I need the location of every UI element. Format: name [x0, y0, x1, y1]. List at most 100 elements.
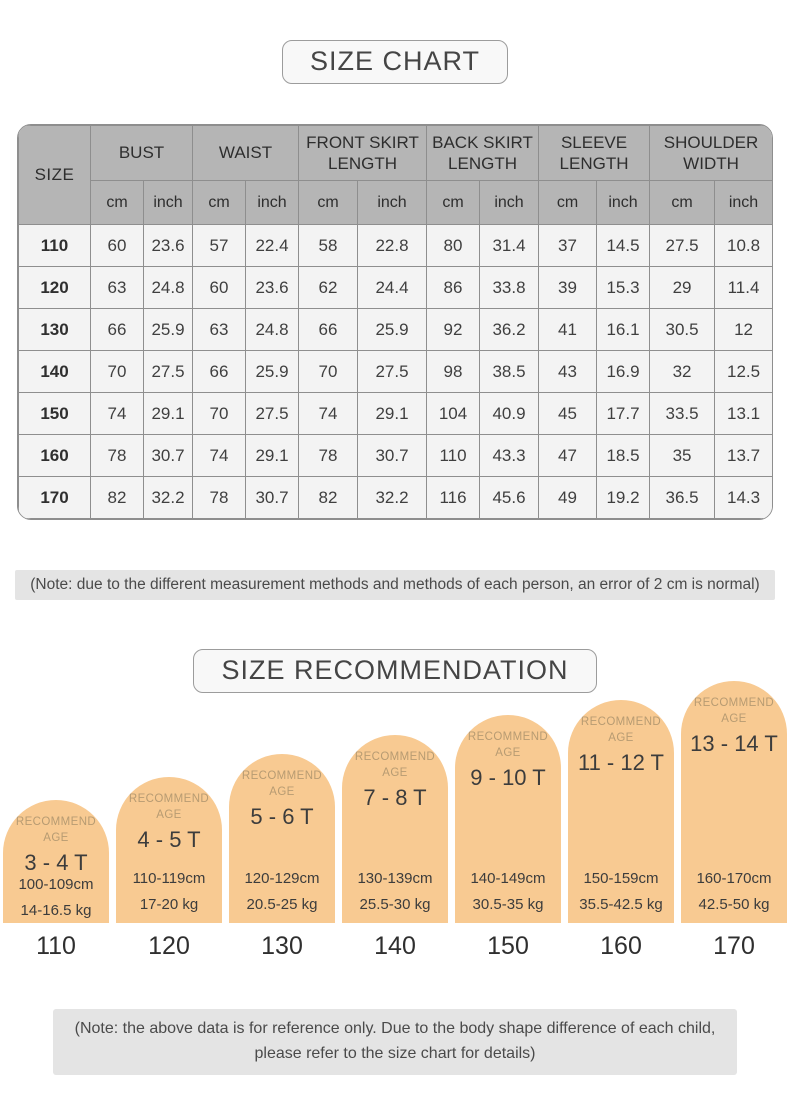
unit-header: inch	[143, 180, 193, 225]
size-recommendation-header: SIZE RECOMMENDATION	[0, 600, 790, 693]
age-range: 13 - 14 T	[690, 731, 778, 757]
row-size-cell: 170	[18, 476, 91, 519]
measurement-cell: 32.2	[357, 476, 428, 519]
measurement-cell: 17.7	[596, 392, 651, 435]
measurement-cell: 13.1	[714, 392, 772, 435]
size-recommendation-title: SIZE RECOMMENDATION	[193, 649, 597, 693]
measurement-cell: 45.6	[479, 476, 540, 519]
measurement-cell: 22.8	[357, 224, 428, 267]
measurement-cell: 74	[298, 392, 359, 435]
table-row: 110 60 23.6 57 22.4 58 22.8 80 31.4 37 14.5 27.5 10.…	[18, 224, 772, 267]
arch-column: RECOMMEND AGE 13 - 14 T 160-170cm 42.5-50 k…	[681, 681, 787, 962]
measurement-cell: 98	[426, 350, 481, 393]
size-arch: RECOMMEND AGE 11 - 12 T 150-159cm 35.5-42.5…	[568, 700, 674, 923]
measurement-cell: 36.2	[479, 308, 540, 351]
measurement-cell: 70	[298, 350, 359, 393]
recommend-age-label: RECOMMEND AGE	[693, 697, 775, 726]
measurement-cell: 82	[298, 476, 359, 519]
measurement-cell: 38.5	[479, 350, 540, 393]
arch-column: RECOMMEND AGE 9 - 10 T 140-149cm 30.5-35 kg…	[455, 715, 561, 962]
measurement-cell: 14.3	[714, 476, 772, 519]
measurement-cell: 78	[90, 434, 144, 477]
measurement-cell: 70	[90, 350, 144, 393]
weight-range: 30.5-35 kg	[472, 896, 544, 913]
size-label: 120	[148, 932, 190, 960]
weight-range: 35.5-42.5 kg	[579, 896, 663, 913]
unit-header: inch	[714, 180, 772, 225]
measurement-cell: 29	[649, 266, 716, 309]
measure-group-header: FRONT SKIRT LENGTH	[298, 125, 428, 181]
table-row: 160 78 30.7 74 29.1 78 30.7 110 43.3 47 18.5 35 13.7	[18, 434, 772, 477]
unit-header: inch	[357, 180, 428, 225]
table-group-header-row: SIZE BUST WAIST FRONT SKIRT LENGTH BACK SKI…	[18, 125, 772, 225]
age-range: 9 - 10 T	[470, 765, 546, 791]
size-label: 160	[600, 932, 642, 960]
measurement-cell: 33.8	[479, 266, 540, 309]
table-unit-header-row: cm inch cm inch cm inch cm inch cm inch cm inch	[19, 180, 772, 225]
measurement-cell: 14.5	[596, 224, 651, 267]
age-range: 5 - 6 T	[250, 804, 314, 830]
height-range: 140-149cm	[470, 870, 546, 887]
measurement-cell: 33.5	[649, 392, 716, 435]
measurement-cell: 16.9	[596, 350, 651, 393]
measurement-cell: 32.2	[143, 476, 193, 519]
measurement-cell: 19.2	[596, 476, 651, 519]
measurement-cell: 110	[426, 434, 481, 477]
measurement-cell: 12	[714, 308, 772, 351]
height-range: 110-119cm	[132, 870, 206, 887]
arch-column: RECOMMEND AGE 3 - 4 T 100-109cm 14-16.5 kg 1…	[3, 800, 109, 962]
table-row: 140 70 27.5 66 25.9 70 27.5 98 38.5 43 16.9 32 12.5	[18, 350, 772, 393]
measurement-cell: 70	[192, 392, 246, 435]
size-table-body: 110 60 23.6 57 22.4 58 22.8 80 31.4 37 14.5 27.5 10.…	[18, 224, 772, 519]
measurement-cell: 36.5	[649, 476, 716, 519]
measurement-cell: 116	[426, 476, 481, 519]
size-label: 150	[487, 932, 529, 960]
measurement-cell: 31.4	[479, 224, 540, 267]
measure-group-header: SLEEVE LENGTH	[538, 125, 651, 181]
measurement-cell: 47	[538, 434, 598, 477]
unit-header: cm	[426, 180, 481, 225]
table-row: 120 63 24.8 60 23.6 62 24.4 86 33.8 39 15.3 29 11.4	[18, 266, 772, 309]
size-table: SIZE BUST WAIST FRONT SKIRT LENGTH BACK SKI…	[17, 124, 773, 520]
unit-header: inch	[596, 180, 651, 225]
arch-column: RECOMMEND AGE 7 - 8 T 130-139cm 25.5-30 kg 1…	[342, 735, 448, 962]
measurement-cell: 60	[192, 266, 246, 309]
weight-range: 25.5-30 kg	[359, 896, 431, 913]
age-range: 3 - 4 T	[24, 850, 88, 876]
size-arch: RECOMMEND AGE 4 - 5 T 110-119cm 17-20 kg	[116, 777, 222, 923]
table-row: 130 66 25.9 63 24.8 66 25.9 92 36.2 41 16.1 30.5 12	[18, 308, 772, 351]
weight-range: 42.5-50 kg	[698, 896, 770, 913]
age-range: 11 - 12 T	[577, 750, 664, 776]
recommend-age-label: RECOMMEND AGE	[15, 816, 97, 845]
measurement-cell: 27.5	[649, 224, 716, 267]
measurement-cell: 62	[298, 266, 359, 309]
measurement-cell: 27.5	[357, 350, 428, 393]
size-arch: RECOMMEND AGE 9 - 10 T 140-149cm 30.5-35 kg	[455, 715, 561, 923]
row-size-cell: 150	[18, 392, 91, 435]
height-range: 160-170cm	[696, 870, 772, 887]
recommend-age-label: RECOMMEND AGE	[467, 731, 549, 760]
measurement-cell: 30.7	[357, 434, 428, 477]
measurement-cell: 66	[192, 350, 246, 393]
measurement-cell: 92	[426, 308, 481, 351]
height-range: 100-109cm	[18, 876, 94, 894]
measurement-cell: 66	[298, 308, 359, 351]
measurement-cell: 40.9	[479, 392, 540, 435]
measurement-cell: 27.5	[244, 392, 300, 435]
measurement-cell: 74	[192, 434, 246, 477]
weight-range: 14-16.5 kg	[20, 902, 92, 920]
row-size-cell: 140	[18, 350, 91, 393]
measurement-cell: 37	[538, 224, 598, 267]
measure-group-header: WAIST	[191, 125, 300, 181]
measurement-cell: 35	[649, 434, 716, 477]
measurement-cell: 24.4	[357, 266, 428, 309]
height-range: 130-139cm	[357, 870, 433, 887]
unit-header: inch	[244, 180, 300, 225]
reference-note-wrap: (Note: the above data is for reference o…	[0, 1009, 790, 1075]
measurement-cell: 32	[649, 350, 716, 393]
arch-column: RECOMMEND AGE 5 - 6 T 120-129cm 20.5-25 kg 1…	[229, 754, 335, 962]
table-row: 150 74 29.1 70 27.5 74 29.1 104 40.9 45 17.7 33.5 13…	[18, 392, 772, 435]
height-range: 150-159cm	[583, 870, 659, 887]
measurement-cell: 12.5	[714, 350, 772, 393]
measurement-cell: 43	[538, 350, 598, 393]
